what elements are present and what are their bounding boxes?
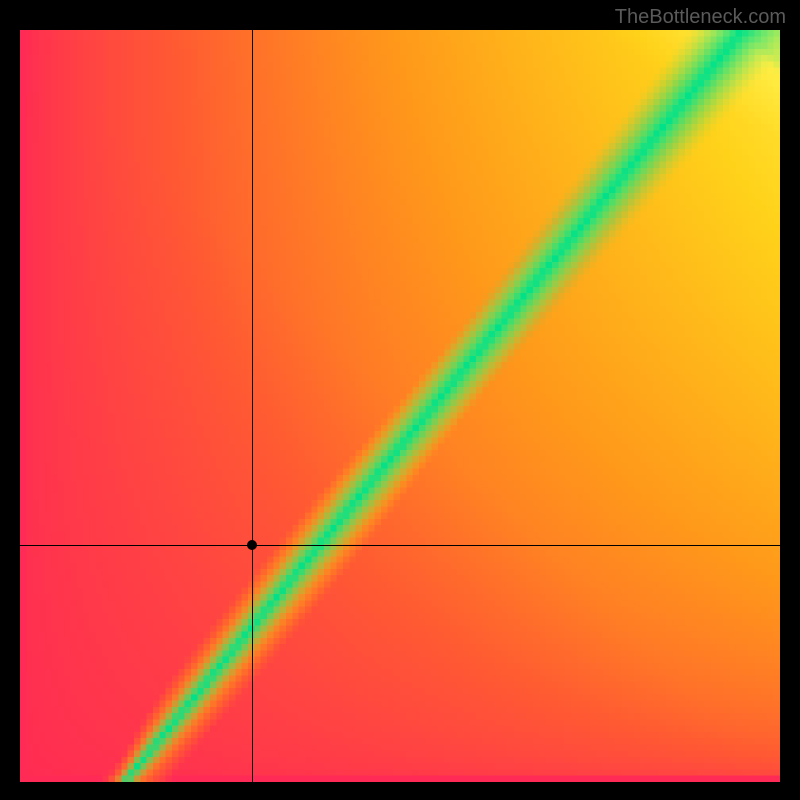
chart-container: TheBottleneck.com xyxy=(0,0,800,800)
bottleneck-heatmap xyxy=(20,30,780,782)
plot-area xyxy=(20,30,780,782)
data-point-marker xyxy=(247,540,257,550)
crosshair-horizontal xyxy=(20,545,780,546)
crosshair-vertical xyxy=(252,30,253,782)
watermark-text: TheBottleneck.com xyxy=(615,6,786,29)
